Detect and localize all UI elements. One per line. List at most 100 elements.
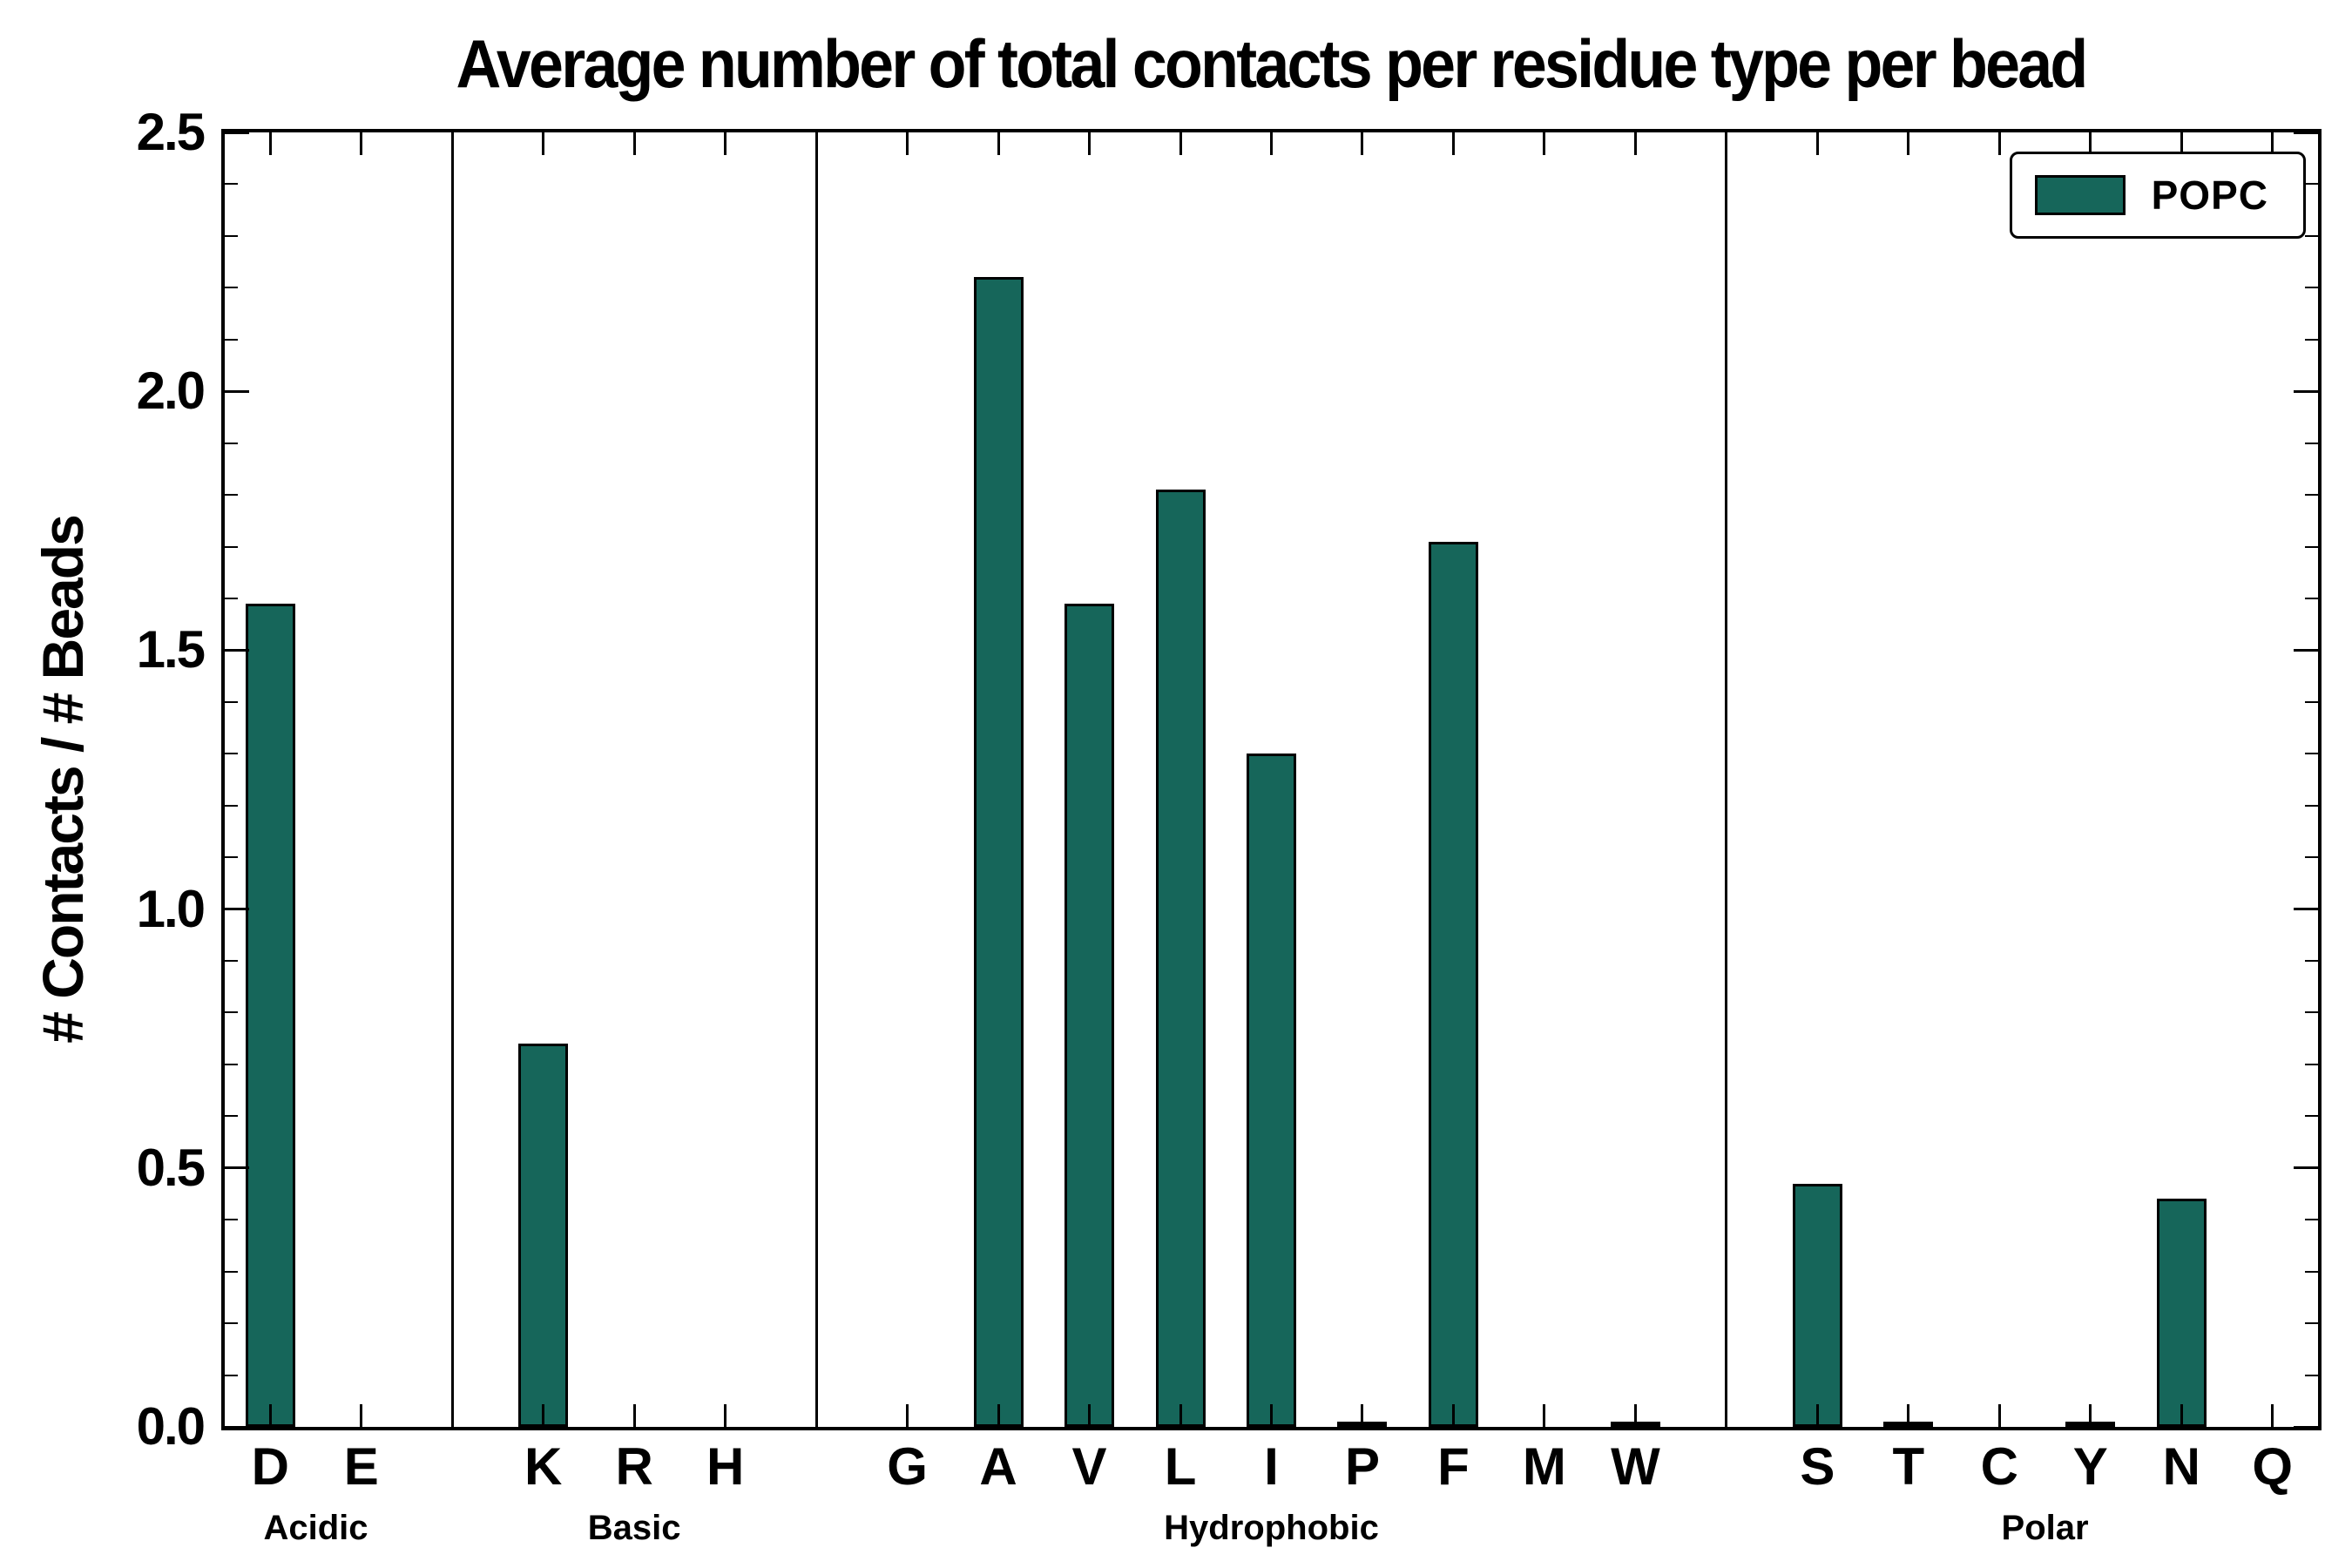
y-minor-tick-mark bbox=[225, 494, 238, 497]
x-tick-mark bbox=[906, 1404, 909, 1427]
y-minor-tick-mark bbox=[225, 753, 238, 755]
y-minor-tick-mark bbox=[225, 597, 238, 599]
y-tick-mark bbox=[225, 1425, 249, 1429]
x-tick-mark bbox=[268, 132, 272, 155]
bar-F bbox=[1429, 542, 1478, 1427]
y-minor-tick-mark bbox=[225, 1115, 238, 1118]
y-minor-tick-mark bbox=[225, 1063, 238, 1065]
x-tick-mark bbox=[1543, 1404, 1546, 1427]
x-tick-mark bbox=[2089, 132, 2092, 155]
y-minor-tick-mark bbox=[2305, 1219, 2318, 1221]
y-minor-tick-mark bbox=[2305, 442, 2318, 444]
y-tick-mark bbox=[2294, 648, 2318, 652]
x-tick-label-W: W bbox=[1611, 1437, 1660, 1496]
x-tick-mark bbox=[360, 1404, 363, 1427]
y-tick-mark bbox=[2294, 1166, 2318, 1170]
x-tick-mark bbox=[1451, 132, 1455, 155]
y-minor-tick-mark bbox=[2305, 753, 2318, 755]
x-tick-mark bbox=[1361, 1404, 1364, 1427]
y-minor-tick-mark bbox=[225, 1270, 238, 1273]
y-minor-tick-mark bbox=[2305, 597, 2318, 599]
bar-N bbox=[2157, 1199, 2207, 1427]
x-tick-mark bbox=[632, 1404, 636, 1427]
x-tick-mark bbox=[997, 1404, 1000, 1427]
y-tick-mark bbox=[2294, 908, 2318, 911]
y-tick-mark bbox=[2294, 1425, 2318, 1429]
y-minor-tick-mark bbox=[2305, 287, 2318, 289]
y-minor-tick-mark bbox=[2305, 804, 2318, 807]
x-tick-mark bbox=[1088, 1404, 1092, 1427]
legend: POPC bbox=[2009, 152, 2306, 239]
x-tick-mark bbox=[360, 132, 363, 155]
y-minor-tick-mark bbox=[2305, 234, 2318, 237]
y-tick-label-1.0: 1.0 bbox=[136, 879, 206, 938]
x-tick-label-P: P bbox=[1344, 1437, 1380, 1496]
group-label-basic: Basic bbox=[587, 1509, 681, 1547]
x-tick-label-F: F bbox=[1437, 1437, 1470, 1496]
x-tick-mark bbox=[1179, 1404, 1182, 1427]
x-tick-mark bbox=[1088, 132, 1092, 155]
group-separator bbox=[814, 132, 818, 1427]
x-tick-mark bbox=[2271, 132, 2274, 155]
x-tick-label-M: M bbox=[1522, 1437, 1566, 1496]
y-minor-tick-mark bbox=[2305, 183, 2318, 186]
x-tick-mark bbox=[2089, 1404, 2092, 1427]
y-minor-tick-mark bbox=[225, 960, 238, 963]
group-label-acidic: Acidic bbox=[263, 1509, 368, 1547]
x-tick-label-N: N bbox=[2162, 1437, 2200, 1496]
y-tick-label-0.5: 0.5 bbox=[136, 1138, 206, 1197]
x-tick-mark bbox=[1270, 1404, 1273, 1427]
y-minor-tick-mark bbox=[2305, 1270, 2318, 1273]
y-axis-label: # Contacts / # Beads bbox=[30, 516, 95, 1044]
x-tick-label-A: A bbox=[979, 1437, 1017, 1496]
x-tick-mark bbox=[1997, 1404, 2001, 1427]
x-tick-mark bbox=[1633, 132, 1637, 155]
x-tick-mark bbox=[268, 1404, 272, 1427]
y-tick-mark bbox=[225, 389, 249, 393]
y-minor-tick-mark bbox=[2305, 1115, 2318, 1118]
group-label-hydrophobic: Hydrophobic bbox=[1164, 1509, 1379, 1547]
x-tick-label-K: K bbox=[524, 1437, 563, 1496]
legend-swatch bbox=[2034, 175, 2126, 215]
x-tick-mark bbox=[1451, 1404, 1455, 1427]
y-tick-label-1.5: 1.5 bbox=[136, 620, 206, 679]
bar-S bbox=[1793, 1184, 1842, 1427]
x-tick-label-L: L bbox=[1164, 1437, 1197, 1496]
legend-label: POPC bbox=[2151, 172, 2268, 218]
y-minor-tick-mark bbox=[225, 1219, 238, 1221]
x-tick-mark bbox=[2271, 1404, 2274, 1427]
y-minor-tick-mark bbox=[225, 287, 238, 289]
x-tick-label-T: T bbox=[1892, 1437, 1925, 1496]
y-minor-tick-mark bbox=[225, 1374, 238, 1376]
y-minor-tick-mark bbox=[225, 1011, 238, 1014]
x-tick-mark bbox=[542, 1404, 545, 1427]
bar-V bbox=[1064, 604, 1114, 1427]
y-tick-mark bbox=[2294, 131, 2318, 134]
x-tick-mark bbox=[1361, 132, 1364, 155]
y-tick-mark bbox=[225, 1166, 249, 1170]
y-tick-label-2.0: 2.0 bbox=[136, 362, 206, 421]
y-tick-mark bbox=[2294, 389, 2318, 393]
x-tick-label-S: S bbox=[1800, 1437, 1835, 1496]
chart-title: Average number of total contacts per res… bbox=[456, 25, 2088, 102]
x-tick-mark bbox=[542, 132, 545, 155]
y-minor-tick-mark bbox=[2305, 1374, 2318, 1376]
x-tick-mark bbox=[1997, 132, 2001, 155]
x-tick-label-H: H bbox=[706, 1437, 745, 1496]
x-tick-label-R: R bbox=[615, 1437, 653, 1496]
y-minor-tick-mark bbox=[225, 856, 238, 859]
x-tick-mark bbox=[1815, 1404, 1819, 1427]
y-minor-tick-mark bbox=[2305, 338, 2318, 341]
y-minor-tick-mark bbox=[225, 183, 238, 186]
x-tick-label-I: I bbox=[1264, 1437, 1279, 1496]
y-minor-tick-mark bbox=[225, 234, 238, 237]
x-tick-mark bbox=[1815, 132, 1819, 155]
x-tick-mark bbox=[2180, 132, 2183, 155]
y-tick-mark bbox=[225, 908, 249, 911]
x-tick-mark bbox=[997, 132, 1000, 155]
x-tick-label-Y: Y bbox=[2072, 1437, 2108, 1496]
x-tick-mark bbox=[906, 132, 909, 155]
x-tick-label-E: E bbox=[343, 1437, 379, 1496]
x-tick-mark bbox=[1633, 1404, 1637, 1427]
